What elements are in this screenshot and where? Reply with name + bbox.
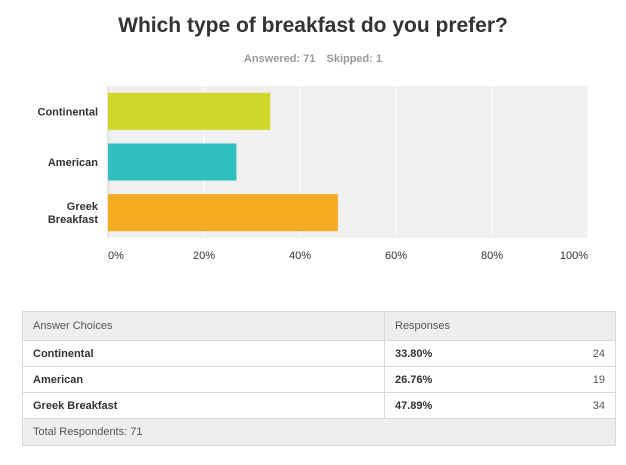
x-tick-label: 40% — [289, 250, 311, 262]
table-row: Greek Breakfast 47.89% 34 — [22, 392, 616, 419]
answered-count: Answered: 71 — [243, 53, 316, 65]
x-tick-label: 80% — [481, 250, 503, 262]
x-tick-label: 20% — [193, 250, 215, 262]
row-count: 34 — [485, 392, 616, 419]
question-title: Which type of breakfast do you prefer? — [118, 14, 508, 37]
y-category-label: Continental — [38, 106, 99, 118]
bar — [108, 92, 271, 130]
x-tick-label: 100% — [560, 250, 588, 262]
row-choice: Continental — [22, 340, 385, 367]
bar — [108, 143, 237, 181]
y-category-label: American — [48, 157, 98, 169]
row-count: 24 — [485, 340, 616, 367]
skipped-count: Skipped: 1 — [326, 53, 383, 65]
row-count: 19 — [485, 366, 616, 393]
bar — [108, 194, 338, 232]
x-tick-label: 0% — [108, 250, 124, 262]
header-answer-choices: Answer Choices — [22, 311, 385, 341]
row-percent: 26.76% — [384, 366, 485, 393]
row-choice: Greek Breakfast — [22, 392, 385, 419]
header-responses: Responses — [384, 311, 616, 341]
table-header-row: Answer Choices Responses — [22, 311, 616, 341]
total-respondents: Total Respondents: 71 — [22, 418, 616, 446]
x-tick-label: 60% — [385, 250, 407, 262]
row-percent: 47.89% — [384, 392, 485, 419]
row-choice: American — [22, 366, 385, 393]
table-footer-row: Total Respondents: 71 — [22, 418, 616, 446]
y-category-label: Greek Breakfast — [48, 201, 99, 226]
table-row: Continental 33.80% 24 — [22, 340, 616, 367]
row-percent: 33.80% — [384, 340, 485, 367]
bar-chart: 0% 20% 40% 60% 80% 100% Continental American Gre… — [38, 86, 589, 262]
response-stats: Answered: 71 Skipped: 1 — [0, 53, 626, 65]
results-table: Answer Choices Responses Continental 33.… — [22, 311, 616, 446]
table-row: American 26.76% 19 — [22, 366, 616, 393]
